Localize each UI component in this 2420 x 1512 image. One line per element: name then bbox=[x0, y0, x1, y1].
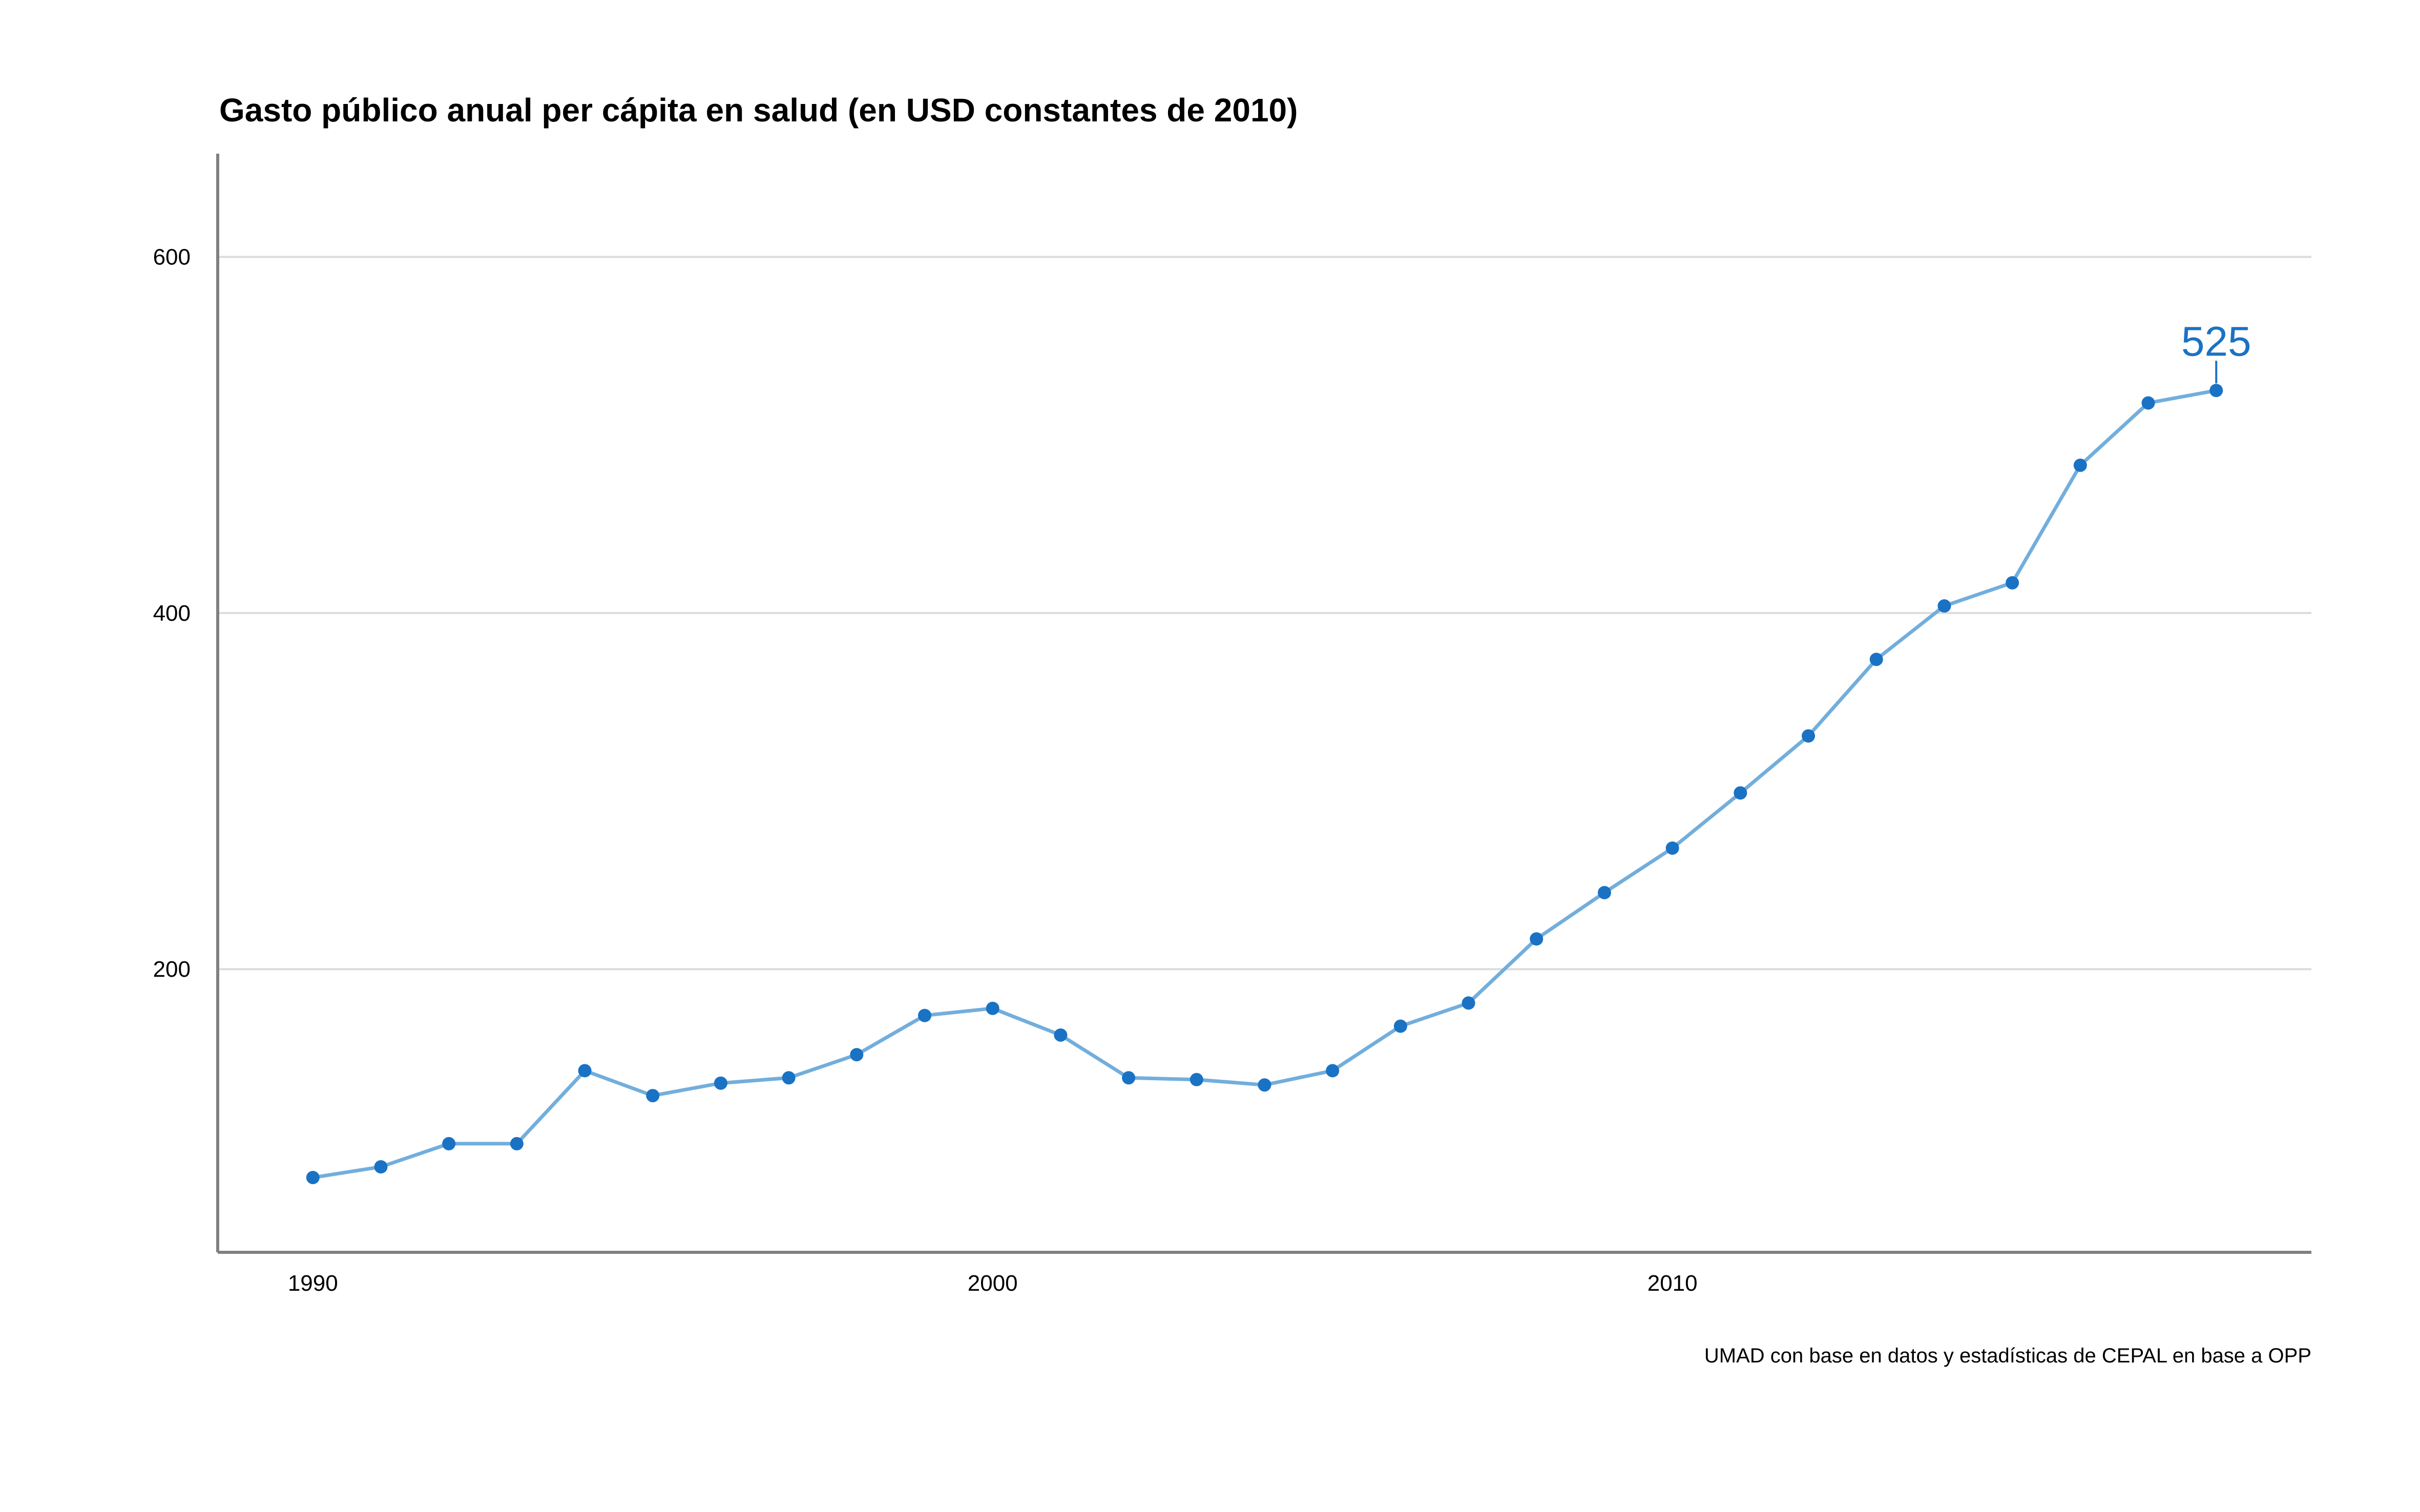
data-point-2000 bbox=[986, 1001, 999, 1015]
x-tick-label-2000: 2000 bbox=[968, 1271, 1018, 1296]
gridlines bbox=[218, 256, 2311, 971]
y-tick-label-200: 200 bbox=[153, 957, 191, 982]
data-point-1998 bbox=[850, 1048, 864, 1062]
data-point-2009 bbox=[1597, 886, 1611, 899]
data-point-1999 bbox=[918, 1009, 932, 1022]
data-point-2002 bbox=[1122, 1071, 1136, 1085]
data-point-2015 bbox=[2006, 576, 2019, 590]
data-point-1990 bbox=[306, 1170, 320, 1184]
axes bbox=[216, 154, 2311, 1254]
data-point-2008 bbox=[1530, 932, 1543, 946]
data-point-1996 bbox=[714, 1076, 727, 1090]
data-point-2017 bbox=[2141, 396, 2155, 410]
y-tick-label-400: 400 bbox=[153, 601, 191, 626]
series-line bbox=[312, 388, 2217, 1180]
data-point-1995 bbox=[646, 1089, 660, 1103]
data-point-2006 bbox=[1393, 1019, 1407, 1033]
tick-labels: 200 400 600 1990 2000 2010 bbox=[153, 245, 1698, 1296]
series-points bbox=[306, 384, 2223, 1184]
chart-title: Gasto público anual per cápita en salud … bbox=[219, 92, 1298, 129]
data-point-1993 bbox=[510, 1137, 524, 1150]
data-point-1997 bbox=[782, 1071, 796, 1085]
annotations: 525 bbox=[2181, 318, 2251, 384]
data-point-2014 bbox=[1937, 599, 1951, 613]
x-tick-label-2010: 2010 bbox=[1647, 1271, 1698, 1296]
data-point-2007 bbox=[1462, 996, 1475, 1010]
chart-caption: UMAD con base en datos y estadísticas de… bbox=[1704, 1345, 2311, 1367]
data-point-2011 bbox=[1734, 786, 1747, 800]
x-tick-label-1990: 1990 bbox=[288, 1271, 338, 1296]
data-point-2018 bbox=[2209, 384, 2223, 397]
data-point-1992 bbox=[442, 1137, 456, 1150]
data-point-2003 bbox=[1190, 1073, 1203, 1086]
data-point-1991 bbox=[374, 1160, 388, 1174]
data-point-2012 bbox=[1802, 729, 1816, 743]
series-line-path bbox=[312, 388, 2217, 1180]
data-point-2004 bbox=[1258, 1078, 1271, 1092]
data-point-1994 bbox=[578, 1064, 592, 1078]
data-point-2005 bbox=[1326, 1064, 1340, 1078]
annotation-label-2018: 525 bbox=[2181, 318, 2251, 365]
y-tick-label-600: 600 bbox=[153, 245, 191, 270]
data-point-2016 bbox=[2073, 458, 2087, 472]
data-point-2010 bbox=[1665, 841, 1679, 855]
data-point-2013 bbox=[1869, 653, 1883, 666]
data-point-2001 bbox=[1054, 1028, 1068, 1042]
